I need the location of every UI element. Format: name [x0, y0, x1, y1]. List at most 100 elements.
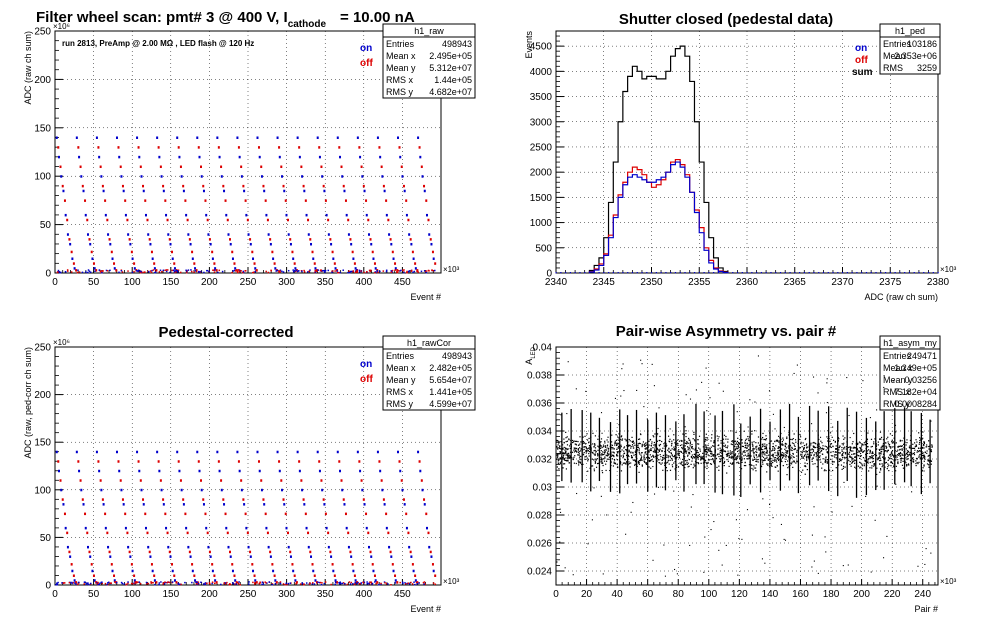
point	[700, 455, 702, 457]
point	[867, 462, 869, 464]
point	[877, 459, 879, 461]
point	[831, 436, 833, 438]
point	[708, 459, 710, 461]
point-off	[173, 574, 176, 577]
point-base	[336, 270, 339, 272]
point-on	[173, 267, 176, 270]
outlier	[847, 564, 849, 566]
point	[568, 455, 571, 457]
point-base	[195, 581, 197, 584]
stats-key: Mean y	[883, 375, 913, 385]
point	[854, 446, 856, 449]
point	[873, 463, 875, 465]
outlier	[674, 568, 676, 571]
point	[665, 462, 668, 464]
point	[738, 456, 740, 458]
point	[579, 447, 581, 449]
chart-title: Pair-wise Asymmetry vs. pair #	[616, 323, 837, 340]
point	[698, 447, 700, 449]
point-on	[62, 189, 65, 193]
point	[751, 464, 753, 467]
y-tick-label: 2000	[530, 168, 553, 179]
point	[737, 445, 740, 447]
point	[787, 446, 789, 448]
point	[755, 464, 757, 466]
point-on	[332, 257, 335, 260]
point	[665, 445, 667, 448]
point-base	[363, 271, 365, 274]
point-on	[287, 233, 290, 236]
point	[601, 458, 603, 461]
point	[607, 447, 610, 449]
point-off	[300, 479, 303, 482]
outlier	[676, 439, 679, 441]
point-base	[303, 269, 305, 272]
point-base	[64, 271, 67, 273]
point	[866, 452, 869, 455]
stats-box-frame	[879, 23, 941, 75]
point	[862, 451, 864, 453]
point	[737, 455, 739, 457]
point-on	[323, 503, 326, 506]
point	[870, 438, 873, 440]
point-on	[167, 233, 170, 236]
point-off	[220, 479, 223, 482]
point	[838, 460, 840, 462]
point-off	[322, 498, 325, 501]
y-tick-label: 1000	[530, 218, 553, 229]
point-off	[237, 460, 240, 463]
point	[654, 446, 656, 448]
point-off	[291, 250, 294, 254]
point	[671, 443, 673, 445]
point-off	[204, 199, 207, 202]
point	[594, 453, 597, 455]
point	[777, 457, 779, 459]
point	[671, 466, 674, 468]
point	[614, 444, 616, 446]
point	[731, 451, 733, 453]
point	[557, 448, 559, 450]
point	[667, 449, 669, 451]
point-off	[338, 146, 341, 149]
point	[628, 438, 630, 441]
point	[794, 439, 797, 441]
point	[706, 452, 708, 454]
outlier	[894, 424, 897, 426]
point	[899, 439, 901, 441]
point	[644, 448, 646, 450]
point	[640, 457, 642, 460]
point-base	[213, 582, 216, 585]
point-off	[63, 512, 66, 516]
point	[601, 453, 603, 455]
point	[616, 448, 618, 450]
point	[745, 447, 748, 449]
stats-box-frame	[879, 335, 941, 411]
point	[689, 442, 691, 444]
point-on	[60, 175, 63, 178]
point-off	[333, 574, 336, 577]
point	[776, 439, 778, 441]
point	[620, 470, 623, 472]
point-on	[100, 175, 103, 178]
point-base	[314, 271, 317, 273]
point	[827, 430, 829, 432]
point	[848, 459, 850, 462]
point-base	[83, 583, 85, 585]
point	[669, 456, 672, 458]
x-tick-label: 450	[394, 277, 411, 288]
point	[880, 453, 882, 455]
point-off	[126, 218, 129, 222]
y-tick-label: 200	[34, 75, 51, 86]
outlier	[832, 426, 834, 428]
point-base	[171, 269, 173, 272]
point	[687, 462, 689, 464]
point-base	[115, 581, 118, 584]
outlier	[775, 459, 777, 461]
point	[789, 444, 792, 446]
point-base	[212, 269, 215, 271]
point-on	[361, 175, 364, 178]
point	[644, 452, 646, 454]
point	[737, 447, 739, 450]
point	[742, 451, 744, 453]
point	[891, 440, 893, 442]
